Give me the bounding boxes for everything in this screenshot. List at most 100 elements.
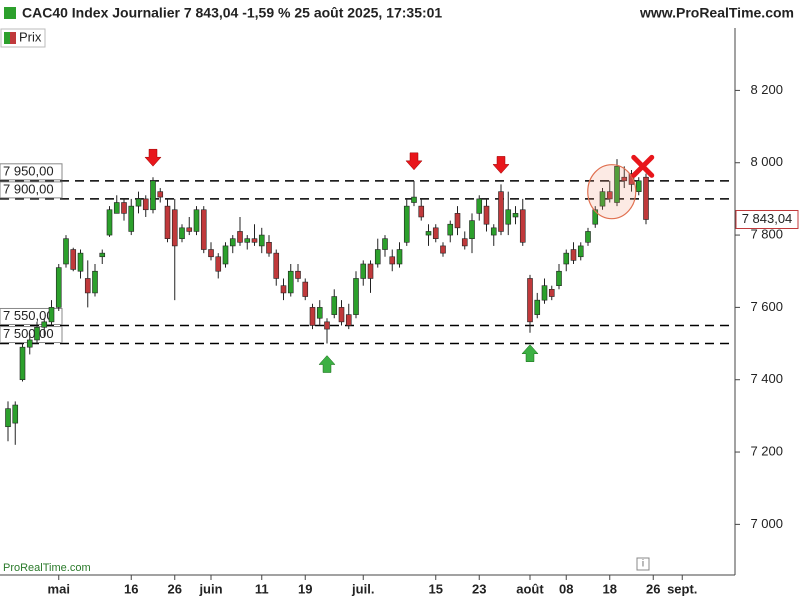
candle-body (19, 346, 26, 381)
candle-body (193, 209, 200, 232)
x-tick-label: 18 (603, 581, 617, 596)
y-tick-label: 7 600 (750, 299, 783, 314)
candle-body (527, 278, 533, 323)
candle-body (128, 205, 135, 232)
candle-body (200, 209, 207, 250)
x-tick-label: mai (48, 581, 70, 596)
y-tick-label: 7 400 (750, 371, 783, 386)
candle-body (331, 296, 338, 315)
candle-body (186, 227, 193, 232)
last-price-label: 7 843,04 (742, 211, 793, 226)
sell-arrow (144, 148, 162, 167)
cross-mark (631, 154, 655, 178)
candle-body (635, 180, 642, 192)
candle-body (215, 256, 222, 272)
candle-body (425, 231, 432, 236)
candle-body (345, 314, 352, 326)
buy-arrow (521, 344, 539, 362)
x-tick-label: août (516, 581, 544, 596)
candle-body (316, 307, 323, 319)
logo (4, 7, 16, 19)
candle-body (548, 289, 555, 297)
candle-body (266, 241, 272, 254)
candle-body (440, 245, 446, 254)
highlight-circle (587, 164, 637, 220)
y-tick-label: 8 000 (750, 154, 783, 169)
candle-body (244, 238, 251, 243)
candle-body (84, 278, 91, 294)
candle-body (157, 191, 164, 198)
candle-body (599, 191, 606, 207)
level-label-box (0, 307, 63, 325)
candle-body (106, 209, 113, 236)
level-label: 7 900,00 (3, 181, 54, 196)
candle-body (251, 238, 258, 243)
candle-body (643, 176, 649, 220)
header (0, 0, 800, 28)
candle-body (541, 285, 548, 301)
candle-body (121, 202, 127, 214)
candle-body (77, 252, 84, 272)
candle-body (519, 209, 526, 243)
candle-body (295, 270, 301, 279)
candle-body (585, 231, 591, 243)
candle-body (258, 234, 265, 247)
level-label: 7 950,00 (3, 163, 54, 178)
candle-body (454, 213, 461, 229)
y-tick-label: 7 000 (750, 516, 783, 531)
candle-body (41, 321, 48, 328)
candle-body (171, 209, 178, 247)
candle-body (621, 176, 628, 182)
candle-body (229, 238, 236, 247)
candle-body (512, 213, 519, 218)
x-tick-label: 26 (646, 581, 660, 596)
candle-body (577, 245, 584, 258)
candle-body (164, 205, 171, 239)
candle-body (5, 408, 11, 428)
x-tick-label: sept. (667, 581, 697, 596)
candle-body (142, 198, 149, 211)
candle-body (556, 270, 562, 286)
candle-body (389, 256, 396, 265)
candle-body (338, 307, 345, 323)
sell-arrow (405, 152, 423, 171)
candle-body (360, 263, 367, 279)
candle-body (483, 205, 490, 225)
candle-body (367, 263, 374, 279)
candle-body (418, 205, 425, 218)
level-label-box (0, 181, 63, 199)
candle-body (396, 249, 403, 265)
candle-body (309, 307, 316, 326)
candle-body (287, 270, 294, 294)
candle-body (55, 267, 62, 308)
candle-body (70, 249, 77, 270)
candle-body (490, 227, 497, 236)
candle-body (476, 198, 483, 214)
legend-label: Prix (19, 29, 42, 44)
candle-body (48, 307, 55, 323)
candle-body (469, 220, 475, 239)
x-tick-label: 19 (298, 581, 312, 596)
candle-body (498, 191, 504, 232)
candle-body (432, 227, 439, 239)
legend: Prix (0, 28, 46, 48)
legend-swatch (4, 32, 10, 44)
candle-body (570, 249, 577, 261)
candle-body (461, 238, 468, 247)
candle-body (403, 205, 410, 243)
chart-title: CAC40 Index Journalier 7 843,04 -1,59 % … (22, 5, 442, 21)
x-tick-label: 08 (559, 581, 573, 596)
y-tick-label: 7 800 (750, 227, 783, 242)
sell-arrow (492, 156, 510, 174)
x-tick-label: 16 (124, 581, 138, 596)
candle-body (505, 209, 512, 225)
candle-body (26, 339, 33, 348)
candle-body (411, 196, 417, 203)
candle-body (606, 191, 613, 200)
candle-body (12, 404, 19, 424)
candle-body (280, 285, 287, 294)
candle-body (150, 180, 156, 211)
level-label: 7 500,00 (3, 326, 54, 341)
